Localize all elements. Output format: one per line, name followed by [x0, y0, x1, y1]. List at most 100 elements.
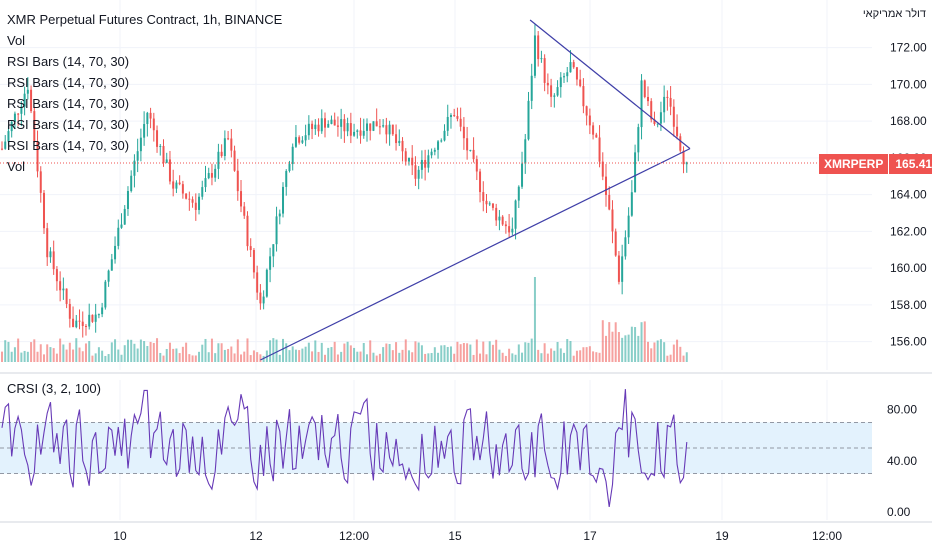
- crsi-line: [1, 389, 688, 507]
- candle-body: [634, 152, 637, 193]
- candle-body: [262, 296, 265, 304]
- volume-bar: [207, 352, 210, 362]
- candle-body: [443, 130, 446, 141]
- legend-item[interactable]: RSI Bars (14, 70, 30): [7, 96, 130, 111]
- volume-bar: [304, 346, 307, 362]
- volume-bar: [375, 355, 378, 362]
- candle-body: [533, 35, 536, 76]
- candle-body: [201, 187, 204, 197]
- candle-body: [663, 96, 666, 113]
- candle-body: [420, 159, 423, 170]
- crsi-tick-label: 80.00: [887, 403, 917, 417]
- candle-body: [385, 125, 388, 135]
- volume-bar: [482, 341, 485, 362]
- volume-bar: [194, 355, 197, 362]
- volume-bar: [514, 354, 517, 362]
- candle-body: [327, 123, 330, 128]
- volume-bar: [343, 343, 346, 362]
- candle-body: [546, 82, 549, 86]
- volume-bar: [330, 347, 333, 362]
- volume-bar: [508, 348, 511, 362]
- volume-bar: [123, 345, 126, 362]
- volume-bar: [84, 343, 87, 362]
- candle-body: [294, 137, 297, 147]
- volume-bar: [97, 347, 100, 362]
- legend-item[interactable]: Vol: [7, 33, 26, 48]
- candle-body: [362, 130, 365, 136]
- price-tag: XMRPERP 165.41: [819, 154, 932, 174]
- candle-body: [94, 314, 97, 322]
- legend-item[interactable]: RSI Bars (14, 70, 30): [7, 138, 130, 153]
- candle-body: [398, 140, 401, 144]
- legend-item[interactable]: Vol: [7, 159, 26, 174]
- candle-body: [414, 165, 417, 179]
- volume-bar: [365, 354, 368, 362]
- candle-body: [585, 106, 588, 116]
- candle-body: [114, 245, 117, 260]
- candle-body: [88, 314, 91, 327]
- price-tick-label: 158.00: [890, 298, 927, 312]
- candle-body: [440, 140, 443, 142]
- volume-bar: [682, 355, 685, 362]
- volume-bar: [327, 347, 330, 362]
- candle-body: [1, 148, 3, 150]
- candle-body: [462, 126, 465, 139]
- candle-body: [553, 95, 556, 97]
- price-tick-label: 168.00: [890, 114, 927, 128]
- volume-bar: [611, 331, 614, 362]
- volume-bar: [285, 343, 288, 362]
- candle-body: [68, 303, 71, 319]
- legend-item[interactable]: RSI Bars (14, 70, 30): [7, 54, 130, 69]
- candle-body: [223, 138, 226, 157]
- candle-body: [10, 121, 13, 132]
- crsi-title[interactable]: CRSI (3, 2, 100): [7, 381, 101, 396]
- candle-body: [417, 169, 420, 179]
- candle-body: [479, 171, 482, 193]
- candle-body: [84, 325, 87, 327]
- candle-body: [543, 58, 546, 83]
- candle-body: [156, 130, 159, 147]
- candle-body: [388, 124, 391, 135]
- candle-body: [188, 198, 191, 200]
- volume-bar: [491, 344, 494, 362]
- candle-body: [301, 140, 304, 143]
- price-tick-label: 164.00: [890, 188, 927, 202]
- candle-body: [36, 141, 39, 172]
- volume-bar: [233, 353, 236, 362]
- volume-bar: [640, 322, 643, 362]
- candle-body: [236, 170, 239, 192]
- price-axis[interactable]: 172.00170.00168.00166.00164.00162.00160.…: [887, 41, 927, 519]
- volume-bar: [601, 320, 604, 362]
- candle-body: [72, 318, 75, 328]
- volume-bar: [595, 352, 598, 362]
- candle-body: [682, 150, 685, 165]
- volume-bar: [1, 351, 3, 362]
- volume-bar: [556, 341, 559, 362]
- price-tick-label: 170.00: [890, 77, 927, 91]
- candle-body: [643, 80, 646, 97]
- volume-bar: [588, 346, 591, 362]
- legend-item[interactable]: RSI Bars (14, 70, 30): [7, 117, 130, 132]
- time-axis[interactable]: 10 12 12:00 15 17 19 12:00: [113, 529, 842, 543]
- volume-bar: [440, 345, 443, 362]
- volume-bar: [456, 341, 459, 362]
- candle-body: [601, 161, 604, 177]
- candle-body: [126, 191, 129, 209]
- volume-bar: [146, 346, 149, 362]
- candle-body: [133, 160, 136, 176]
- candle-body: [459, 118, 462, 127]
- legend-item[interactable]: RSI Bars (14, 70, 30): [7, 75, 130, 90]
- volume-bar: [230, 346, 233, 362]
- candle-body: [592, 125, 595, 135]
- volume-bar: [311, 351, 314, 362]
- trendlines: [260, 19, 691, 361]
- candle-body: [123, 208, 126, 225]
- chart-title[interactable]: XMR Perpetual Futures Contract, 1h, BINA…: [7, 12, 283, 27]
- volume-bar: [139, 339, 142, 362]
- candle-body: [659, 112, 662, 124]
- volume-bar: [49, 347, 52, 362]
- candle-body: [162, 146, 165, 163]
- candle-body: [172, 181, 175, 189]
- candle-body: [110, 259, 113, 271]
